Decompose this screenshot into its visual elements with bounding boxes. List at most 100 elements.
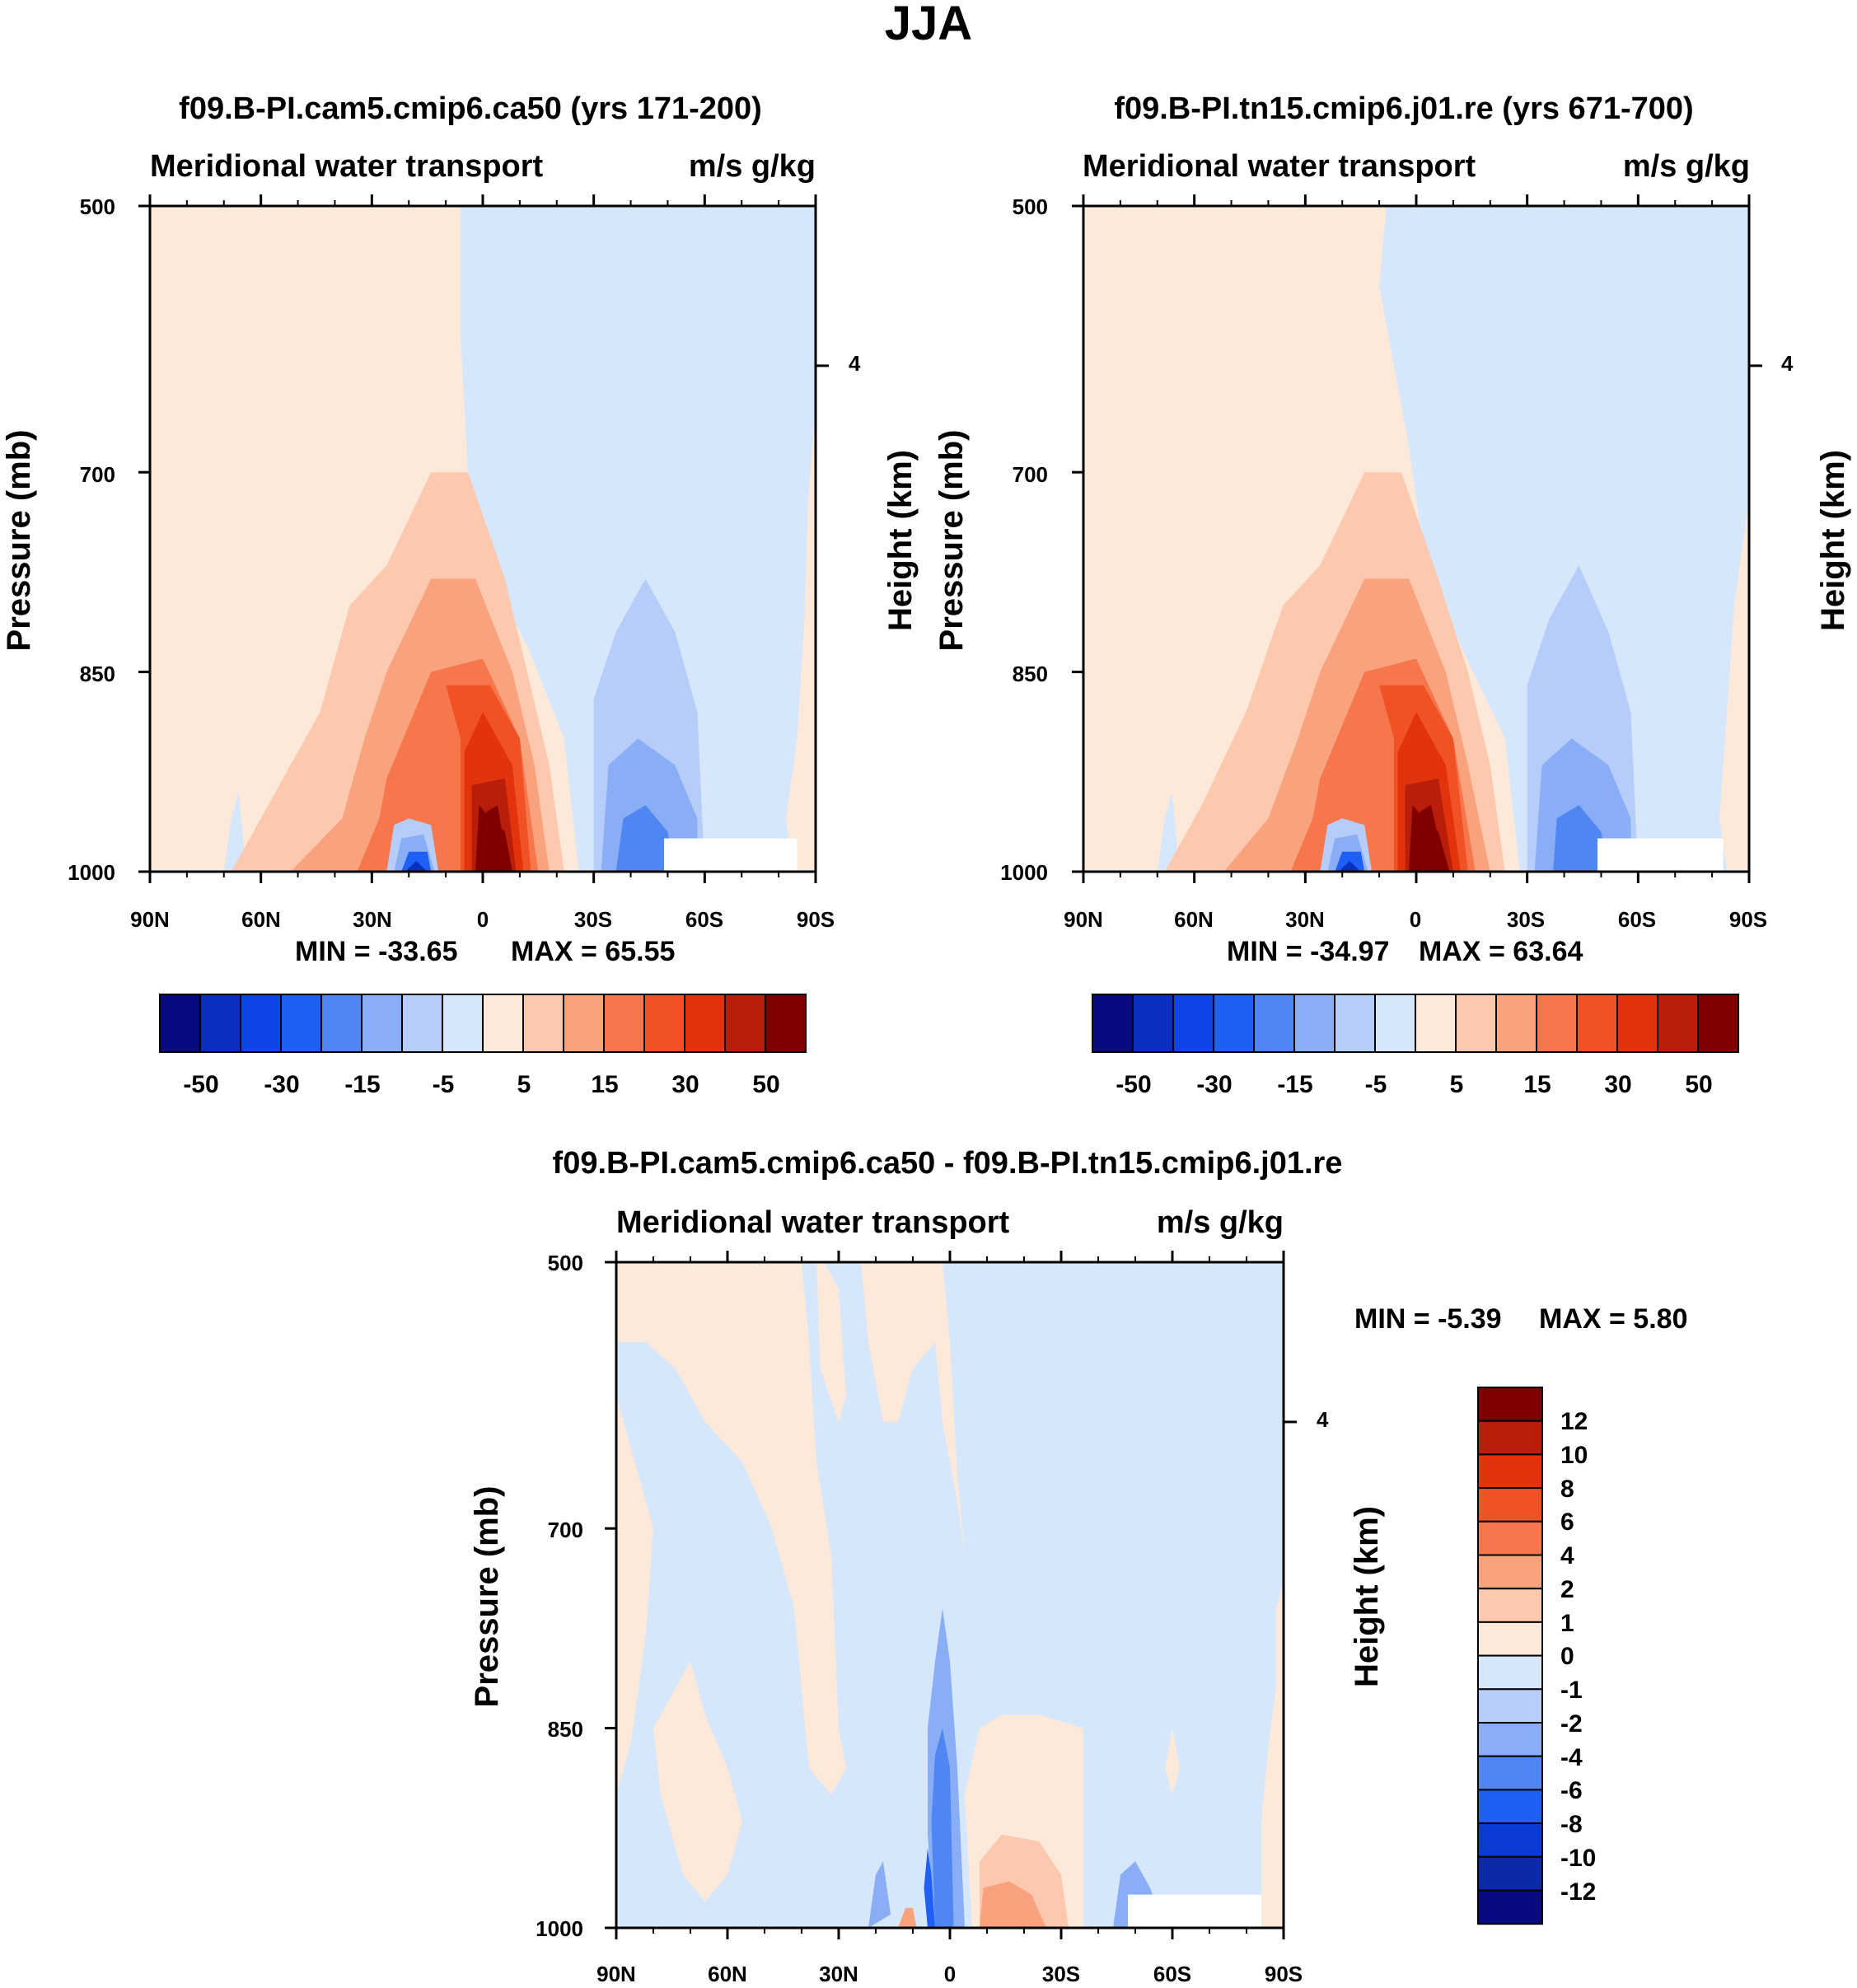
- panel-2-xtick-label: 60S: [1618, 907, 1656, 932]
- panel-2-colorbar-swatch: [1495, 994, 1537, 1053]
- panel-1-xtick-label: 60N: [241, 907, 281, 932]
- panel-1-xtick-labels: 90N 60N 30N 0 30S 60S 90S: [130, 907, 835, 932]
- panel-1-colorbar-labels: -50 -30 -15 -5 5 15 30 50: [183, 1071, 779, 1098]
- panel-1-colorbar-label: 30: [671, 1071, 699, 1098]
- panel-3-contour-region: [898, 1907, 917, 1928]
- panel-3-colorbar-label: 12: [1560, 1408, 1588, 1435]
- panel-1-ytick-label: 500: [80, 194, 115, 219]
- panel-3-xtick-label: 30N: [819, 1962, 858, 1986]
- page-title: JJA: [885, 0, 972, 50]
- panel-2-colorbar-swatch: [1092, 994, 1134, 1053]
- panel-3-contour-region: [616, 1262, 846, 1795]
- panel-2-right-tick: 4: [1781, 351, 1794, 376]
- panel-1: f09.B-PI.cam5.cmip6.ca50 (yrs 171-200) M…: [1, 91, 919, 1098]
- panel-2-contour-region: [1420, 851, 1437, 872]
- panel-1-colorbar-swatch: [280, 994, 322, 1053]
- panel-1-colorbar-label: -30: [264, 1071, 299, 1098]
- panel-1-colorbar-swatch: [643, 994, 685, 1053]
- panel-2-colorbar-swatch: [1616, 994, 1658, 1053]
- panel-3-ylabel-right: Height (km): [1349, 1506, 1385, 1687]
- panel-1-min: MIN = -33.65: [295, 936, 457, 967]
- panel-1-colorbar-swatch: [320, 994, 363, 1053]
- panel-3-xtick-label: 90N: [596, 1962, 636, 1986]
- panel-1-contour-region: [223, 792, 246, 872]
- panel-2-xtick-label: 90N: [1064, 907, 1103, 932]
- panel-2-ytick-labels: 500 700 850 1000: [1000, 194, 1048, 885]
- panel-1-colorbar-label: -50: [183, 1071, 218, 1098]
- panel-1-xtick-label: 30N: [353, 907, 392, 932]
- panel-3-contour-region: [616, 1395, 653, 1795]
- panel-1-xtick-label: 60S: [685, 907, 723, 932]
- panel-3-ylabel: Pressure (mb): [469, 1486, 505, 1708]
- panel-1-colorbar-swatch: [199, 994, 241, 1053]
- panel-3-colorbar-swatch: [1477, 1520, 1543, 1556]
- panel-1-colorbar-swatch: [603, 994, 645, 1053]
- panel-1-xtick-label: 90S: [797, 907, 835, 932]
- panel-3-contour-region: [1128, 1894, 1261, 1928]
- panel-1-units: m/s g/kg: [689, 149, 816, 184]
- panel-3-colorbar-label: 2: [1560, 1576, 1574, 1603]
- panel-3-contour-region: [931, 1728, 954, 1928]
- panel-2-ytick-label: 500: [1013, 194, 1048, 219]
- panel-2-colorbar-label: -5: [1365, 1071, 1387, 1098]
- panel-1-ylabel-right: Height (km): [882, 450, 919, 631]
- panel-1-max: MAX = 65.55: [511, 936, 675, 967]
- panel-2-xtick-label: 60N: [1174, 907, 1214, 932]
- panel-2-colorbar-swatch: [1172, 994, 1214, 1053]
- panel-2-colorbar-swatch: [1576, 994, 1618, 1053]
- panel-3-contour-region: [868, 1861, 891, 1928]
- panel-2-colorbar-swatch: [1213, 994, 1255, 1053]
- panel-2-xtick-label: 0: [1410, 907, 1421, 932]
- panel-2-title: f09.B-PI.tn15.cmip6.j01.re (yrs 671-700): [1114, 91, 1693, 126]
- panel-1-contour-region: [405, 861, 428, 872]
- panel-3-units: m/s g/kg: [1157, 1205, 1284, 1240]
- panel-3-xtick-label: 30S: [1042, 1962, 1080, 1986]
- panel-1-ytick-label: 1000: [68, 860, 115, 885]
- panel-3-xtick-label: 0: [944, 1962, 956, 1986]
- panel-2-colorbar-swatch: [1415, 994, 1457, 1053]
- panel-1-colorbar-label: -5: [433, 1071, 455, 1098]
- panel-2-left-label: Meridional water transport: [1083, 149, 1476, 184]
- panel-2-colorbar-swatch: [1132, 994, 1174, 1053]
- panel-3-colorbar-swatch: [1477, 1621, 1543, 1657]
- panel-3-colorbar-swatch: [1477, 1722, 1543, 1757]
- panel-2-xtick-labels: 90N 60N 30N 0 30S 60S 90S: [1064, 907, 1767, 932]
- panel-2-colorbar-swatch: [1293, 994, 1335, 1053]
- panel-3-colorbar-label: -1: [1560, 1677, 1583, 1704]
- panel-3-contour-region: [924, 1848, 935, 1928]
- panel-2-contour-region: [1719, 498, 1749, 872]
- panel-1-colorbar-label: 15: [591, 1071, 618, 1098]
- panel-2-ytick-label: 1000: [1000, 860, 1048, 885]
- panel-1-colorbar-swatch: [442, 994, 484, 1053]
- panel-2-units: m/s g/kg: [1623, 149, 1750, 184]
- panel-2-colorbar-label: 5: [1450, 1071, 1464, 1098]
- panel-1-colorbar-swatch: [240, 994, 282, 1053]
- panel-3-left-label: Meridional water transport: [616, 1205, 1010, 1240]
- panel-2-contour-region: [1421, 861, 1435, 872]
- panel-3-ytick-labels: 500 700 850 1000: [536, 1251, 583, 1941]
- panel-3-contour-region: [980, 1881, 1046, 1928]
- panel-1-colorbar-swatch: [684, 994, 726, 1053]
- panel-1-contour-region: [615, 805, 676, 872]
- panel-3-colorbar-label: 0: [1560, 1643, 1574, 1670]
- panel-2-ylabel: Pressure (mb): [933, 430, 970, 652]
- panel-3-colorbar-swatch: [1477, 1453, 1543, 1490]
- panel-3-xtick-label: 60N: [708, 1962, 747, 1986]
- panel-3-colorbar-swatch: [1477, 1654, 1543, 1691]
- panel-1-colorbar-swatch: [522, 994, 564, 1053]
- panel-3-colorbar-label: -10: [1560, 1845, 1596, 1872]
- panel-3-colorbar-label: -8: [1560, 1811, 1583, 1838]
- panel-3-colorbar-label: 8: [1560, 1476, 1574, 1503]
- panel-2-xtick-label: 30N: [1285, 907, 1325, 932]
- panel-3-xtick-label: 60S: [1153, 1962, 1191, 1986]
- panel-2-max: MAX = 63.64: [1419, 936, 1583, 967]
- panel-2-xtick-label: 30S: [1507, 907, 1545, 932]
- panel-3: f09.B-PI.cam5.cmip6.ca50 - f09.B-PI.tn15…: [469, 1146, 1687, 1986]
- panel-3-colorbar-label: -12: [1560, 1878, 1596, 1906]
- panel-2-colorbar-labels: -50 -30 -15 -5 5 15 30 50: [1116, 1071, 1712, 1098]
- panel-1-colorbar-swatch: [765, 994, 807, 1053]
- panel-1-xtick-label: 0: [477, 907, 489, 932]
- panel-3-colorbar-swatch: [1477, 1487, 1543, 1523]
- panel-3-xtick-label: 90S: [1265, 1962, 1303, 1986]
- panel-3-colorbar-label: -2: [1560, 1710, 1583, 1738]
